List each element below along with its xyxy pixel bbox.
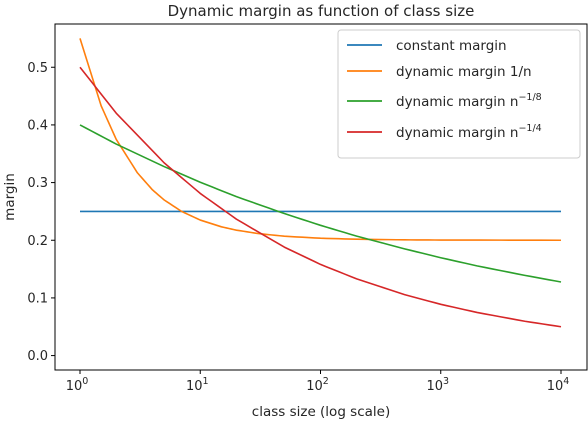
legend-label-1: dynamic margin 1/n — [396, 64, 532, 80]
y-axis-title: margin — [2, 173, 18, 221]
x-axis-title: class size (log scale) — [252, 404, 390, 420]
y-tick-label-2: 0.2 — [27, 234, 48, 249]
y-tick-label-0: 0.0 — [27, 349, 48, 364]
x-tick-label-0: 100 — [66, 376, 89, 394]
x-tick-label-1: 101 — [186, 376, 209, 394]
legend-label-0: constant margin — [396, 38, 507, 54]
y-tick-label-5: 0.5 — [27, 61, 48, 76]
y-axis: 0.0 0.1 0.2 0.3 0.4 0.5 — [27, 61, 55, 364]
legend: constant margin dynamic margin 1/n dynamic… — [337, 29, 581, 159]
legend-label-2: dynamic margin n−1/8 — [396, 92, 542, 110]
x-tick-label-4: 104 — [547, 376, 570, 394]
plot-lines — [79, 38, 562, 328]
y-tick-label-1: 0.1 — [27, 291, 48, 306]
x-axis: 100 101 102 103 104 — [66, 370, 570, 394]
x-tick-label-2: 102 — [306, 376, 329, 394]
x-tick-label-3: 103 — [426, 376, 449, 394]
y-tick-label-4: 0.4 — [27, 118, 48, 133]
series-line-2 — [79, 124, 562, 283]
legend-label-3: dynamic margin n−1/4 — [396, 123, 542, 141]
series-line-1 — [79, 38, 562, 242]
y-tick-label-3: 0.3 — [27, 176, 48, 191]
chart-title: Dynamic margin as function of class size — [168, 2, 475, 20]
legend-box — [337, 29, 581, 159]
series-line-3 — [79, 66, 562, 328]
